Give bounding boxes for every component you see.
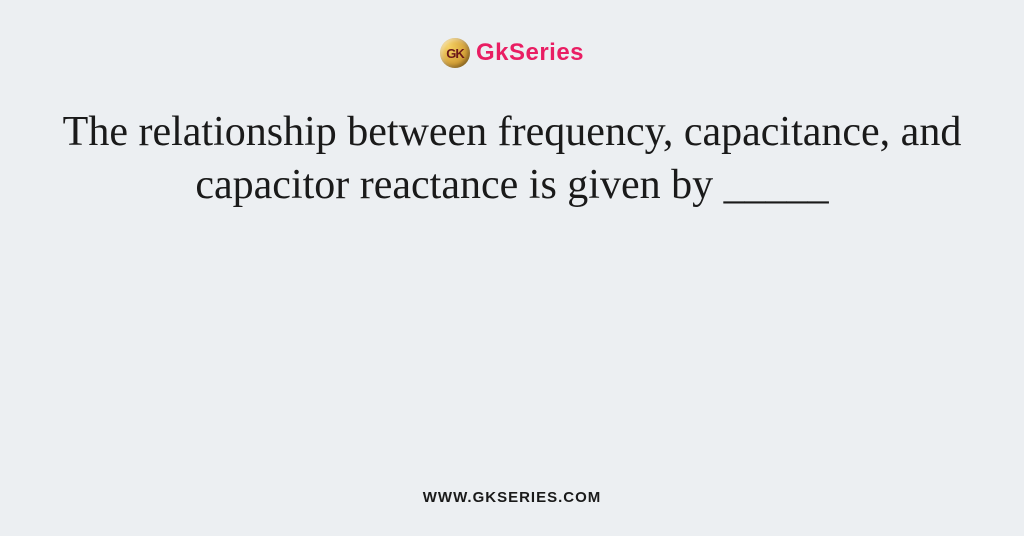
logo-area: GK GkSeries [440,38,584,68]
question-text: The relationship between frequency, ca­p… [52,106,972,211]
footer-url: WWW.GKSERIES.COM [0,489,1024,506]
logo-brand-text: GkSeries [476,39,584,67]
page-container: GK GkSeries The relationship between fre… [0,0,1024,536]
logo-badge-icon: GK [440,38,470,68]
logo-badge-text: GK [446,46,464,61]
